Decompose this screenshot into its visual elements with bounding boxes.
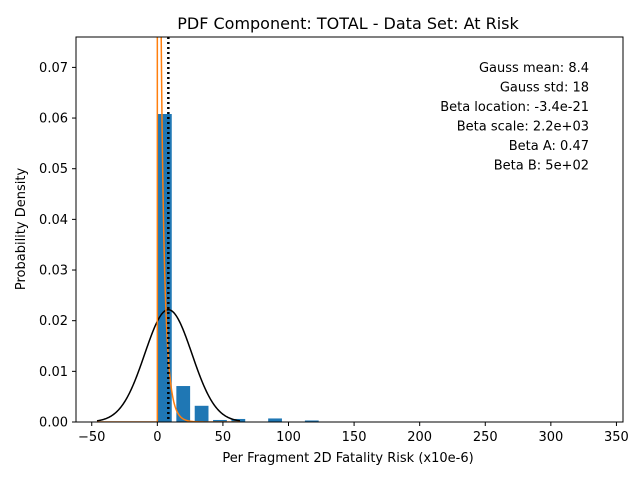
beta-curve (96, 37, 240, 422)
annotation-line: Beta A: 0.47 (509, 139, 589, 154)
x-tick-label: 300 (538, 430, 563, 445)
annotation-box: Gauss mean: 8.4 Gauss std: 18 Beta locatio… (440, 61, 589, 174)
histogram-bar (304, 420, 319, 422)
axes: −50 0 50 100 150 200 250 300 350 0.00 0.01 0.02 0.03… (39, 36, 629, 445)
histogram-bar (213, 419, 227, 422)
y-tick-label: 0.04 (39, 213, 68, 228)
y-tick-label: 0.01 (39, 365, 68, 380)
x-tick-label: 150 (342, 430, 367, 445)
x-tick-label: 200 (407, 430, 432, 445)
annotation-line: Beta B: 5e+02 (494, 159, 589, 174)
x-tick-label: 100 (276, 430, 301, 445)
histogram-bar (268, 418, 282, 422)
histogram-bar (194, 405, 209, 422)
y-tick-label: 0.07 (39, 61, 68, 76)
y-tick-label: 0.06 (39, 112, 68, 127)
x-tick-label: 50 (215, 430, 232, 445)
y-axis-label: Probability Density (14, 168, 29, 291)
annotation-line: Beta scale: 2.2e+03 (457, 120, 589, 135)
x-tick-label: −50 (78, 430, 105, 445)
plot-frame (75, 36, 624, 423)
annotation-line: Gauss std: 18 (500, 81, 589, 96)
annotation-line: Gauss mean: 8.4 (479, 61, 589, 76)
x-axis-label: Per Fragment 2D Fatality Risk (x10e-6) (222, 451, 473, 466)
annotation-line: Beta location: -3.4e-21 (440, 100, 589, 115)
x-tick-label: 250 (473, 430, 498, 445)
plot-area (96, 37, 429, 422)
histogram-bar (176, 386, 191, 422)
x-tick-label: 0 (153, 430, 161, 445)
gauss-curve (96, 308, 241, 422)
y-tick-label: 0.02 (39, 314, 68, 329)
chart-title: PDF Component: TOTAL - Data Set: At Risk (177, 14, 519, 33)
y-tick-label: 0.03 (39, 264, 68, 279)
x-tick-label: 350 (604, 430, 629, 445)
y-tick-label: 0.05 (39, 162, 68, 177)
y-tick-label: 0.00 (39, 416, 68, 431)
